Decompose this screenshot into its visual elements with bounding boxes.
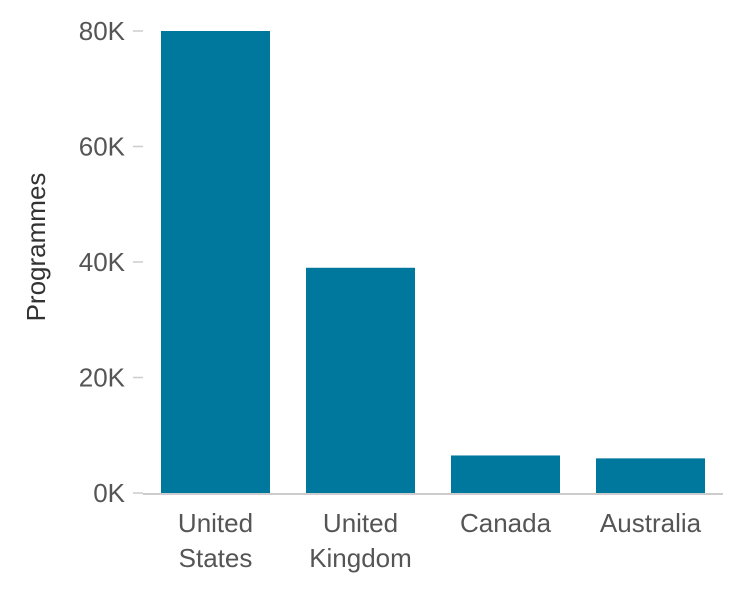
x-tick-label: Australia <box>600 508 702 538</box>
y-axis-title: Programmes <box>21 173 51 322</box>
x-tick-label: States <box>179 543 253 573</box>
y-tick-label: 20K <box>79 363 126 393</box>
bar-united-kingdom <box>306 267 415 493</box>
x-tick-label: United <box>178 508 253 538</box>
y-axis-ticks: 0K 20K 40K 60K 80K <box>79 16 143 508</box>
x-tick-label: Canada <box>460 508 552 538</box>
bars-group <box>161 31 705 493</box>
bar-australia <box>596 458 705 493</box>
bar-canada <box>451 455 560 493</box>
y-tick-label: 80K <box>79 16 126 46</box>
y-tick-label: 60K <box>79 132 126 162</box>
x-axis-labels: United States United Kingdom Canada Australia <box>178 508 702 573</box>
bar-united-states <box>161 31 270 493</box>
x-tick-label: Kingdom <box>309 543 412 573</box>
y-axis-title-group: Programmes <box>21 173 51 322</box>
y-tick-label: 0K <box>93 478 125 508</box>
x-tick-label: United <box>323 508 398 538</box>
y-tick-label: 40K <box>79 247 126 277</box>
